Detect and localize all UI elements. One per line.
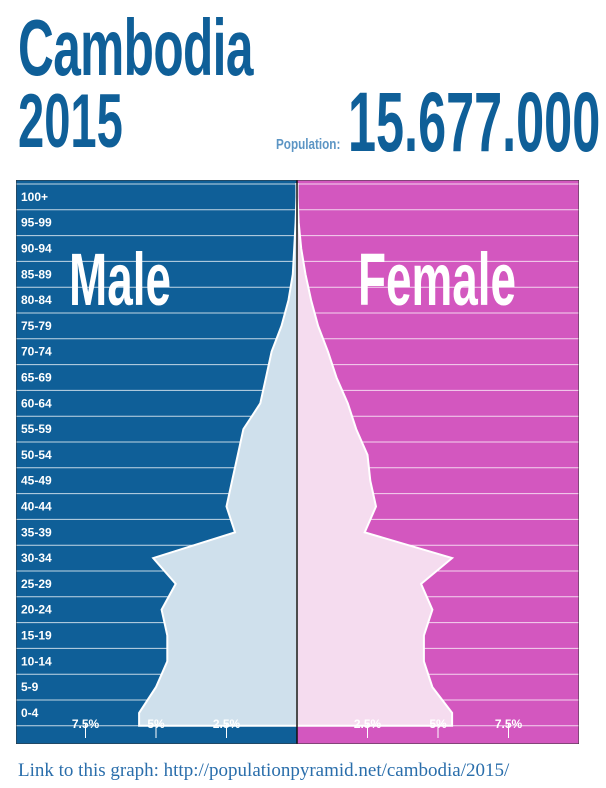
x-tick-label: 2.5% <box>354 717 382 731</box>
x-tick-label: 7.5% <box>72 717 100 731</box>
x-tick-label: 5% <box>147 717 165 731</box>
age-group-label: 35-39 <box>21 525 52 539</box>
male-area <box>138 183 298 727</box>
x-tick-label: 2.5% <box>213 717 241 731</box>
age-group-label: 15-19 <box>21 629 52 643</box>
age-group-label: 75-79 <box>21 319 52 333</box>
age-group-label: 100+ <box>21 190 48 204</box>
age-group-label: 95-99 <box>21 216 52 230</box>
year-title: 2015 <box>18 79 123 164</box>
age-group-label: 65-69 <box>21 371 52 385</box>
age-group-label: 80-84 <box>21 293 52 307</box>
age-group-label: 40-44 <box>21 500 52 514</box>
age-group-label: 60-64 <box>21 396 52 410</box>
x-axis-ticks: 7.5% 5% 2.5% 2.5% 5% 7.5% <box>72 717 523 738</box>
age-group-label: 70-74 <box>21 345 52 359</box>
age-group-label: 10-14 <box>21 654 52 668</box>
age-group-label: 0-4 <box>21 706 39 720</box>
male-label: Male <box>69 239 171 322</box>
age-group-label: 90-94 <box>21 242 52 256</box>
age-group-label: 5-9 <box>21 680 39 694</box>
age-group-label: 50-54 <box>21 448 52 462</box>
population-value: 15.677.000 <box>348 75 601 169</box>
country-title: Cambodia <box>18 3 253 92</box>
age-group-labels: 0-4 5-9 10-14 15-19 20-24 25-29 30-34 35-39 40-4… <box>21 190 52 720</box>
age-group-label: 25-29 <box>21 577 52 591</box>
age-group-label: 30-34 <box>21 551 52 565</box>
graph-link[interactable]: Link to this graph: http://populationpyr… <box>18 760 510 781</box>
population-pyramid-chart: 0-4 5-9 10-14 15-19 20-24 25-29 30-34 35-39 40-4… <box>16 180 579 744</box>
female-label: Female <box>358 239 516 322</box>
population-label: Population: <box>276 136 341 153</box>
age-group-label: 85-89 <box>21 267 52 281</box>
x-tick-label: 5% <box>429 717 447 731</box>
age-group-label: 45-49 <box>21 474 52 488</box>
age-group-label: 55-59 <box>21 422 52 436</box>
x-tick-label: 7.5% <box>495 717 523 731</box>
female-area <box>296 183 455 727</box>
age-group-label: 20-24 <box>21 603 52 617</box>
